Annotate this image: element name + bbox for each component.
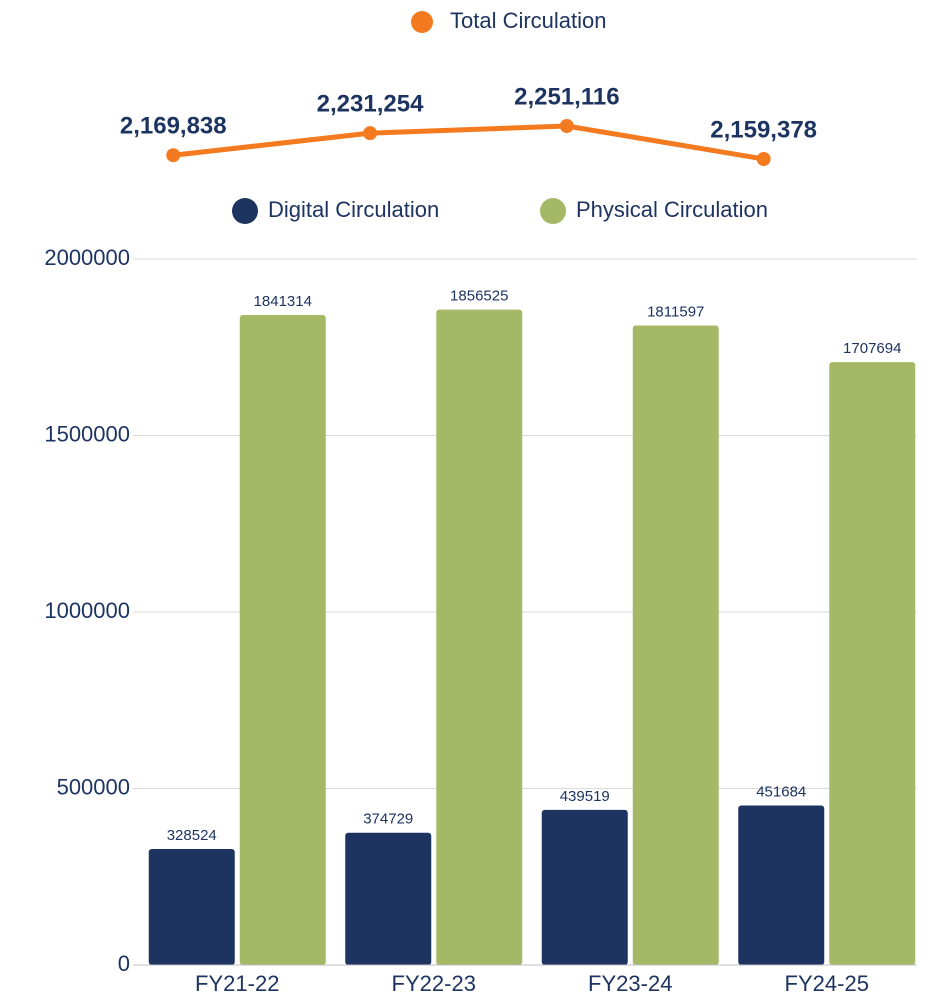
bar — [239, 315, 326, 966]
bar-value-label: 439519 — [560, 788, 610, 805]
line-point — [559, 119, 574, 133]
bar — [345, 832, 432, 965]
x-tick-label: FY23-24 — [588, 971, 672, 996]
bar-value-label: 451684 — [756, 784, 806, 801]
line-value-label: 2,251,116 — [514, 83, 619, 110]
legend-label: Digital Circulation — [268, 197, 439, 222]
bar-value-label: 1707694 — [843, 340, 901, 357]
legend-marker — [540, 198, 566, 224]
legend-marker — [232, 198, 258, 224]
y-tick-label: 0 — [118, 951, 130, 976]
y-tick-label: 2000000 — [44, 245, 130, 270]
line-point — [756, 152, 771, 166]
bar — [829, 362, 916, 965]
bar — [632, 325, 719, 966]
line-value-label: 2,169,838 — [120, 113, 227, 140]
y-tick-label: 1000000 — [44, 598, 130, 623]
legend-label: Total Circulation — [450, 8, 607, 33]
bar-value-label: 1856525 — [450, 288, 508, 305]
bar — [436, 309, 523, 965]
x-tick-label: FY22-23 — [392, 971, 476, 996]
bar-value-label: 374729 — [363, 811, 413, 828]
bar — [738, 805, 825, 965]
bar-value-label: 1811597 — [647, 303, 704, 320]
line-point — [166, 148, 181, 163]
line-value-label: 2,159,378 — [710, 116, 817, 143]
total-line — [172, 123, 765, 162]
y-tick-label: 500000 — [57, 774, 130, 799]
legend-marker — [411, 11, 433, 33]
y-tick-label: 1500000 — [44, 421, 130, 446]
legend-label: Physical Circulation — [576, 197, 768, 222]
bar — [541, 809, 628, 965]
bar-value-label: 1841314 — [254, 293, 312, 310]
x-tick-label: FY24-25 — [785, 971, 869, 996]
x-tick-label: FY21-22 — [195, 971, 279, 996]
line-value-label: 2,231,254 — [317, 90, 424, 117]
line-point — [363, 126, 378, 141]
bar-value-label: 328524 — [167, 827, 217, 844]
bar — [148, 849, 235, 965]
